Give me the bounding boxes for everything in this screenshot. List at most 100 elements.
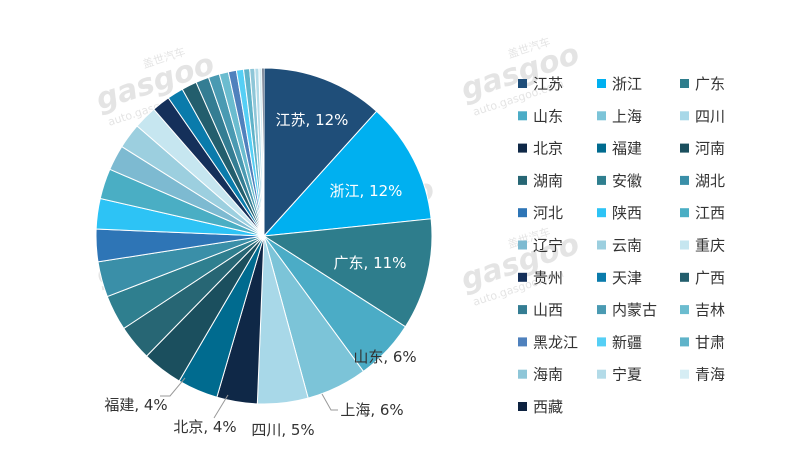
legend-label: 新疆 <box>612 333 642 351</box>
legend-swatch <box>680 240 689 250</box>
legend-label: 海南 <box>533 366 563 384</box>
legend-item-四川: 四川 <box>680 107 725 125</box>
legend-label: 福建 <box>612 140 642 158</box>
legend-item-江西: 江西 <box>680 204 725 222</box>
legend-swatch <box>680 111 689 121</box>
legend-label: 天津 <box>612 269 642 287</box>
pie-slice-浙江 <box>262 110 432 237</box>
legend-swatch <box>518 272 527 282</box>
legend-label: 吉林 <box>695 301 725 319</box>
legend-swatch <box>680 369 689 379</box>
legend-item-福建: 福建 <box>597 140 642 158</box>
legend-swatch <box>597 111 606 121</box>
label-leader-line <box>321 393 338 411</box>
legend-swatch <box>518 175 527 185</box>
legend-swatch <box>518 240 527 250</box>
legend-item-贵州: 贵州 <box>518 269 563 287</box>
legend-label: 江西 <box>695 204 725 222</box>
legend-label: 浙江 <box>612 75 642 93</box>
data-label-四川: 四川, 5% <box>251 421 314 439</box>
legend-item-河南: 河南 <box>680 140 725 158</box>
legend-item-浙江: 浙江 <box>597 75 642 93</box>
legend-swatch <box>680 208 689 218</box>
legend-item-内蒙古: 内蒙古 <box>597 301 657 319</box>
legend-label: 重庆 <box>695 237 725 255</box>
legend-item-湖北: 湖北 <box>680 172 725 190</box>
legend-label: 内蒙古 <box>612 301 657 319</box>
legend-swatch <box>597 272 606 282</box>
legend-label: 宁夏 <box>612 366 642 384</box>
legend-item-江苏: 江苏 <box>518 75 563 93</box>
legend-swatch <box>597 305 606 315</box>
legend-swatch <box>518 143 527 153</box>
data-label-江苏: 江苏, 12% <box>276 111 349 129</box>
legend-swatch <box>680 79 689 88</box>
label-leader-line <box>213 394 229 419</box>
legend-label: 辽宁 <box>533 237 563 255</box>
pie-labels: 江苏, 12% 浙江, 12% 广东, 11% 山东, 6% 上海, 6% 四川, 5% 北… <box>104 111 416 439</box>
legend-label: 西藏 <box>533 398 563 416</box>
legend-item-宁夏: 宁夏 <box>597 366 642 384</box>
legend-label: 四川 <box>695 107 725 125</box>
legend-item-青海: 青海 <box>680 366 725 384</box>
legend-swatch <box>518 337 527 347</box>
legend-swatch <box>518 79 527 88</box>
legend-swatch <box>680 305 689 315</box>
legend-label: 陕西 <box>612 204 642 222</box>
legend-swatch <box>597 79 606 88</box>
pie-slice-西藏 <box>261 67 265 237</box>
data-label-浙江: 浙江, 12% <box>330 182 403 200</box>
legend-label: 甘肃 <box>695 333 725 351</box>
legend-item-云南: 云南 <box>597 237 642 255</box>
legend-label: 安徽 <box>612 172 642 190</box>
legend-item-天津: 天津 <box>597 269 642 287</box>
legend-label: 湖北 <box>695 172 725 190</box>
data-label-北京: 北京, 4% <box>173 418 236 436</box>
legend-item-重庆: 重庆 <box>680 237 725 255</box>
legend-swatch <box>680 175 689 185</box>
legend-item-广东: 广东 <box>680 75 725 93</box>
legend-item-吉林: 吉林 <box>680 301 725 319</box>
legend-swatch <box>597 337 606 347</box>
legend-swatch <box>518 208 527 218</box>
legend-label: 北京 <box>533 140 563 158</box>
data-label-福建: 福建, 4% <box>104 396 167 414</box>
legend-swatch <box>680 143 689 153</box>
legend-label: 广东 <box>695 75 725 93</box>
legend-item-海南: 海南 <box>518 366 563 384</box>
legend-label: 湖南 <box>533 172 563 190</box>
legend-item-辽宁: 辽宁 <box>518 237 563 255</box>
legend-item-湖南: 湖南 <box>518 172 563 190</box>
legend-item-山西: 山西 <box>518 301 563 319</box>
legend-label: 广西 <box>695 269 725 287</box>
legend-label: 山西 <box>533 301 563 319</box>
legend-label: 青海 <box>695 366 725 384</box>
legend-item-黑龙江: 黑龙江 <box>518 333 578 351</box>
legend-label: 山东 <box>533 107 563 125</box>
legend-label: 江苏 <box>533 75 563 93</box>
legend-swatch <box>680 272 689 282</box>
pie-slice-江苏 <box>263 67 378 238</box>
legend-item-广西: 广西 <box>680 269 725 287</box>
legend-swatch <box>597 369 606 379</box>
legend-item-安徽: 安徽 <box>597 172 642 190</box>
legend-item-陕西: 陕西 <box>597 204 642 222</box>
pie-slices <box>95 67 433 405</box>
legend-item-北京: 北京 <box>518 140 563 158</box>
data-label-上海: 上海, 6% <box>340 401 403 419</box>
legend-swatch <box>597 208 606 218</box>
legend-label: 河北 <box>533 204 563 222</box>
legend-swatch <box>597 143 606 153</box>
legend-swatch <box>518 305 527 315</box>
legend-label: 云南 <box>612 237 642 255</box>
legend-label: 贵州 <box>533 269 563 287</box>
pie-slice-广东 <box>262 218 433 328</box>
legend-label: 黑龙江 <box>533 333 578 351</box>
legend-item-新疆: 新疆 <box>597 333 642 351</box>
data-label-山东: 山东, 6% <box>353 348 416 366</box>
legend-swatch <box>680 337 689 347</box>
